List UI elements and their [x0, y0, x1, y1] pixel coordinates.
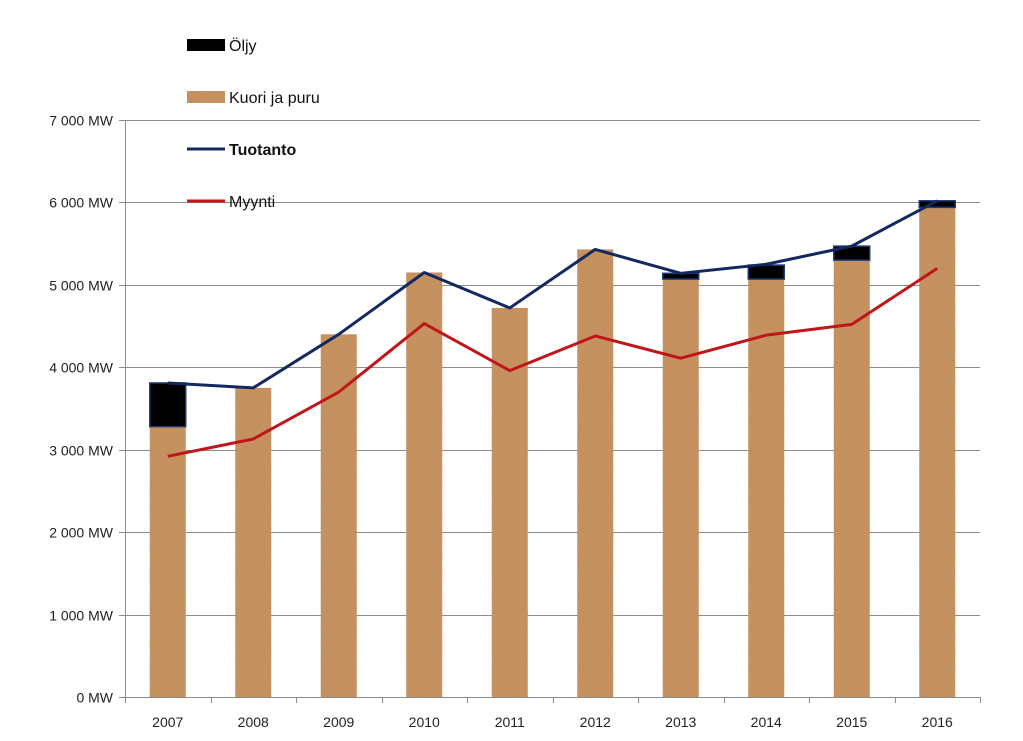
y-axis-ticks: 0 MW 1 000 MW 2 000 MW 3 000 MW 4 000 MW 5 00… [49, 113, 125, 706]
legend-label: Öljy [229, 37, 257, 55]
line-tuotanto [167, 199, 938, 390]
bar-kuori-ja-puru [577, 249, 614, 698]
x-tick-label: 2009 [323, 714, 354, 730]
x-tick-label: 2015 [836, 714, 867, 730]
legend-swatch [187, 91, 225, 103]
legend: Öljy Kuori ja puru Tuotanto Myynti [187, 37, 320, 211]
y-tick-label: 3 000 MW [49, 443, 114, 459]
bar-kuori-ja-puru [833, 260, 870, 697]
legend-label: Tuotanto [229, 142, 296, 159]
legend-label: Kuori ja puru [229, 90, 320, 107]
y-tick-label: 0 MW [76, 690, 113, 706]
y-tick-label: 7 000 MW [49, 113, 114, 129]
bar-kuori-ja-puru [235, 387, 272, 697]
y-tick-label: 6 000 MW [49, 195, 114, 211]
x-tick-label: 2007 [152, 714, 183, 730]
x-tick-label: 2012 [580, 714, 611, 730]
bar-oljy [149, 382, 187, 428]
x-axis-ticks: 2007 2008 2009 2010 2011 2012 2013 2014 2015 2016 [125, 697, 981, 730]
bar-oljy [747, 264, 785, 280]
y-tick-label: 4 000 MW [49, 360, 114, 376]
legend-label: Myynti [229, 194, 275, 211]
bar-kuori-ja-puru [662, 279, 699, 697]
x-tick-label: 2013 [665, 714, 696, 730]
x-tick-label: 2010 [409, 714, 440, 730]
bar-kuori-ja-puru [919, 207, 956, 698]
bars [149, 200, 956, 698]
y-tick-label: 1 000 MW [49, 608, 114, 624]
bar-kuori-ja-puru [748, 279, 785, 697]
y-tick-label: 5 000 MW [49, 278, 114, 294]
x-tick-label: 2008 [238, 714, 269, 730]
lines [167, 199, 939, 458]
bar-kuori-ja-puru [491, 307, 528, 697]
x-tick-label: 2011 [495, 714, 525, 730]
x-tick-label: 2014 [751, 714, 782, 730]
bar-kuori-ja-puru [149, 426, 186, 697]
bar-kuori-ja-puru [320, 334, 357, 697]
y-tick-label: 2 000 MW [49, 525, 114, 541]
bar-kuori-ja-puru [406, 272, 443, 697]
legend-swatch [187, 39, 225, 51]
x-tick-label: 2016 [922, 714, 953, 730]
line-myynti [167, 267, 939, 458]
